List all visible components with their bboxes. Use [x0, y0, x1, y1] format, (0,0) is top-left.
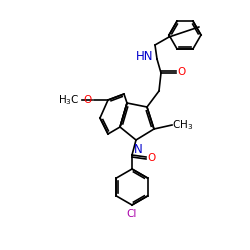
- Text: O: O: [147, 153, 155, 163]
- Text: O: O: [84, 95, 92, 105]
- Text: O: O: [177, 67, 185, 77]
- Text: H$_3$C: H$_3$C: [58, 93, 80, 107]
- Text: CH$_3$: CH$_3$: [172, 118, 193, 132]
- Text: N: N: [134, 143, 142, 156]
- Text: Cl: Cl: [127, 209, 137, 219]
- Text: HN: HN: [136, 50, 153, 62]
